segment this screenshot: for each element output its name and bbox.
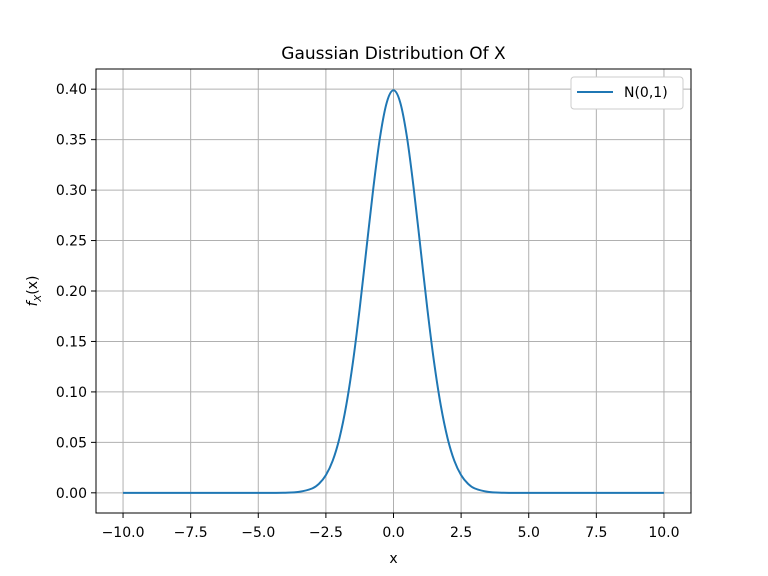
x-tick-label-2: −5.0 <box>241 525 275 541</box>
x-tick-label-6: 5.0 <box>518 525 540 541</box>
y-tick-label-8: 0.40 <box>56 82 87 98</box>
y-tick-label-7: 0.35 <box>56 133 87 149</box>
x-tick-label-7: 7.5 <box>585 525 607 541</box>
y-tick-label-1: 0.05 <box>56 435 87 451</box>
x-tick-label-3: −2.5 <box>309 525 343 541</box>
x-tick-label-0: −10.0 <box>102 525 145 541</box>
grid <box>96 69 691 513</box>
y-tick-label-4: 0.20 <box>56 284 87 300</box>
x-axis-label: x <box>389 551 397 567</box>
x-tick-label-4: 0.0 <box>382 525 404 541</box>
y-tick-label-0: 0.00 <box>56 486 87 502</box>
ticks: −10.0 −7.5 −5.0 −2.5 0.0 2.5 5.0 7.5 10.0 0.00 0.0… <box>56 82 680 541</box>
y-tick-label-6: 0.30 <box>56 183 87 199</box>
y-tick-label-2: 0.10 <box>56 385 87 401</box>
x-tick-label-8: 10.0 <box>648 525 679 541</box>
y-axis-label-arg: (x) <box>25 275 41 294</box>
y-axis-label-f: f <box>25 300 41 307</box>
y-tick-label-3: 0.15 <box>56 334 87 350</box>
axes-frame <box>95 68 692 514</box>
legend-label: N(0,1) <box>624 85 668 101</box>
y-axis-label: fX(x) <box>25 275 44 306</box>
legend: N(0,1) <box>570 76 684 110</box>
series-layer <box>123 89 664 494</box>
y-axis-label-sub: X <box>33 294 44 303</box>
legend-box <box>570 76 684 110</box>
x-tick-label-5: 2.5 <box>450 525 472 541</box>
series-line-0 <box>123 89 664 494</box>
x-tick-label-1: −7.5 <box>174 525 208 541</box>
y-tick-label-5: 0.25 <box>56 234 87 250</box>
chart-title: Gaussian Distribution Of X <box>281 44 506 64</box>
